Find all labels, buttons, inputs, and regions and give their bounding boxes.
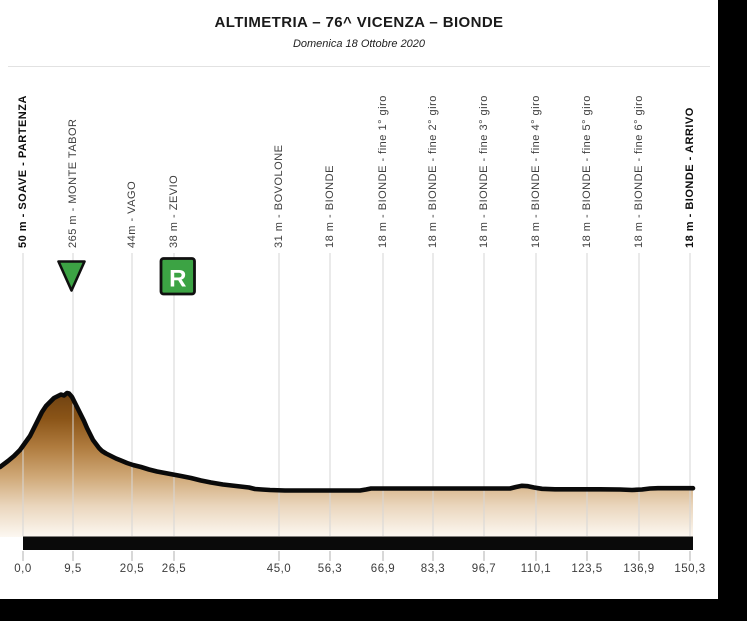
km-axis-value: 66,9	[370, 563, 396, 575]
distance-marker-label: 265 m - MONTE TABOR	[66, 118, 79, 248]
chart-subtitle: Domenica 18 Ottobre 2020	[292, 38, 426, 50]
distance-marker-label: 18 m - BIONDE - fine 6° giro	[632, 95, 645, 248]
km-axis-value: 123,5	[571, 563, 603, 575]
km-axis-value: 83,3	[420, 563, 446, 575]
refreshment-box	[159, 257, 196, 296]
chart-title: ALTIMETRIA – 76^ VICENZA – BIONDE	[214, 14, 504, 31]
distance-marker-label: 38 m - ZEVIO	[167, 174, 180, 248]
distance-marker-label: 18 m - BIONDE - ARRIVO	[683, 107, 696, 248]
km-axis-value: 56,3	[317, 563, 343, 575]
km-axis-value: 150,3	[674, 563, 706, 575]
distance-marker-label: 50 m - SOAVE - PARTENZA	[16, 95, 29, 248]
refreshment-icon: R	[159, 257, 196, 296]
profile-line	[0, 390, 696, 493]
distance-marker-label: 18 m - BIONDE - fine 2° giro	[426, 95, 439, 248]
distance-marker-label: 18 m - BIONDE	[323, 165, 336, 248]
profile-fill	[0, 393, 693, 537]
distance-marker-label: 31 m - BOVOLONE	[272, 144, 285, 248]
km-axis-value: 26,5	[161, 563, 187, 575]
distance-marker-label: 18 m - BIONDE - fine 4° giro	[529, 95, 542, 248]
km-axis-value: 45,0	[266, 563, 292, 575]
km-axis-value: 20,5	[119, 563, 145, 575]
km-axis-value: 136,9	[623, 563, 655, 575]
km-axis-bar	[23, 536, 693, 550]
profile-page: ALTIMETRIA – 76^ VICENZA – BIONDE Domeni…	[0, 0, 718, 599]
km-axis-value: 9,5	[64, 563, 82, 575]
elevation-chart: R	[0, 66, 710, 561]
distance-marker-label: 18 m - BIONDE - fine 1° giro	[376, 95, 389, 248]
refreshment-letter: R	[169, 266, 186, 293]
distance-marker-label: 18 m - BIONDE - fine 3° giro	[477, 95, 490, 248]
km-axis-value: 0,0	[14, 563, 32, 575]
axis-ticks-group	[22, 551, 691, 561]
distance-marker-label: 44m - VAGO	[125, 180, 138, 248]
km-axis-value: 110,1	[520, 563, 552, 575]
distance-marker-label: 18 m - BIONDE - fine 5° giro	[580, 95, 593, 248]
gpm-triangle-icon	[57, 260, 86, 292]
km-axis-value: 96,7	[471, 563, 497, 575]
